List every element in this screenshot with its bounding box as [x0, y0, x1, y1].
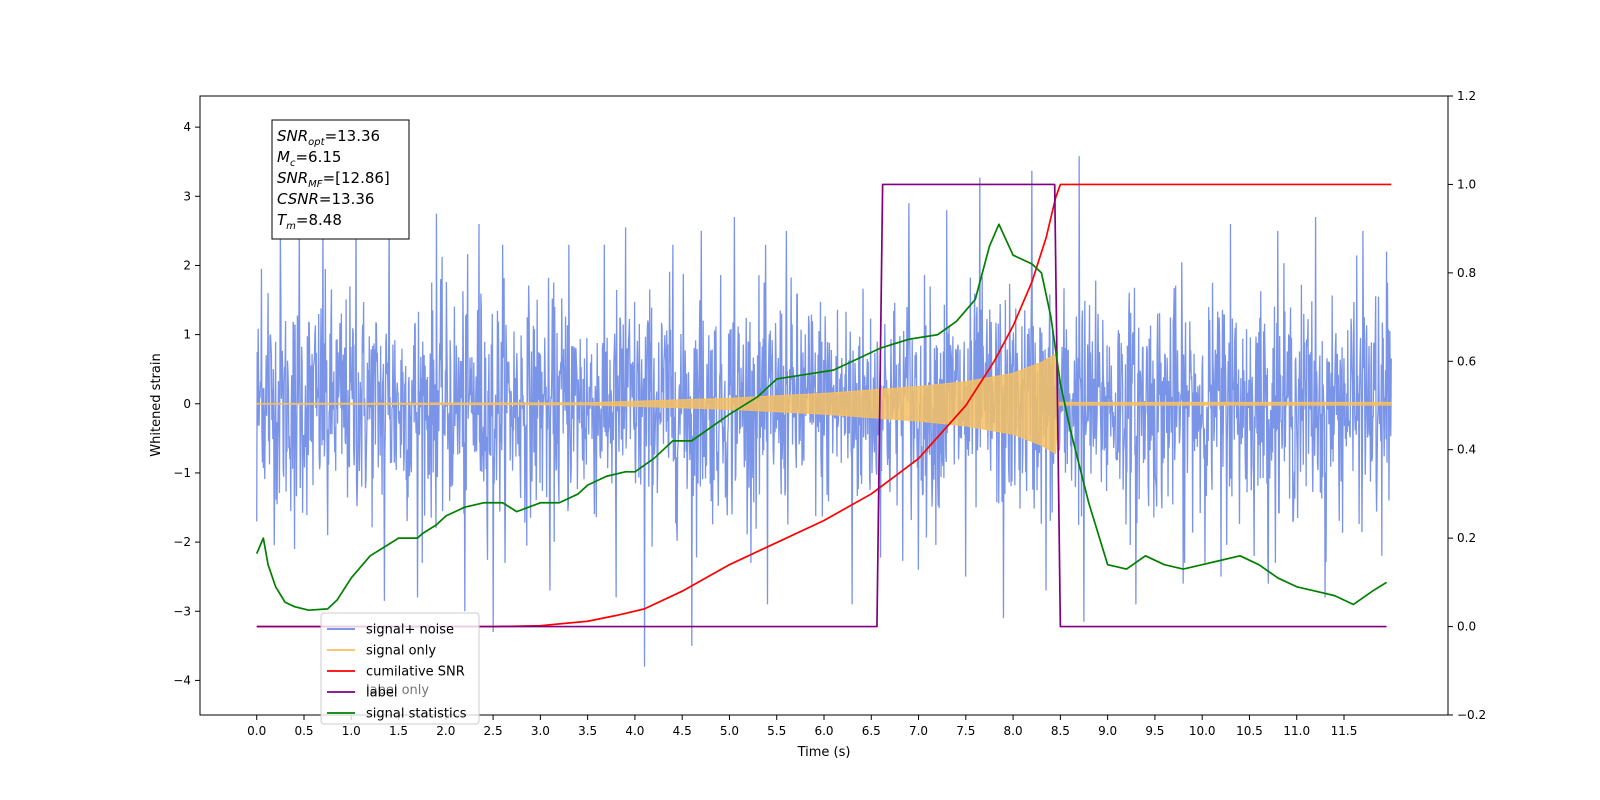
x-tick-label: 6.0	[814, 724, 833, 738]
x-tick-label: 10.5	[1236, 724, 1263, 738]
y2-tick-label: 0.6	[1457, 354, 1476, 368]
x-tick-label: 5.0	[720, 724, 739, 738]
legend-frame	[320, 612, 480, 725]
y-tick-label: −3	[173, 604, 191, 618]
series-signal-only-band	[256, 353, 1392, 455]
x-axis: 0.0 0.5 1.0 1.5 2.0 2.5 3.0 3.5 4.0 4.5 5.0 5.5 6.0 6…	[247, 715, 1357, 738]
series-layer	[255, 156, 1392, 667]
x-tick-label: 11.0	[1283, 724, 1310, 738]
legend-label: signal+ noise	[366, 623, 454, 638]
x-tick-label: 5.5	[767, 724, 786, 738]
x-tick-label: 7.0	[909, 724, 928, 738]
x-tick-label: 10.0	[1189, 724, 1216, 738]
x-tick-label: 6.5	[862, 724, 881, 738]
x-tick-label: 2.0	[436, 724, 455, 738]
x-tick-label: 1.5	[389, 724, 408, 738]
y-tick-label: 3	[183, 189, 191, 203]
info-line: CSNR=13.36	[277, 190, 374, 208]
x-tick-label: 1.0	[342, 724, 361, 738]
y2-tick-label: 0.4	[1457, 443, 1476, 457]
legend-label: signal statistics	[366, 707, 467, 722]
x-tick-label: 3.5	[578, 724, 597, 738]
x-axis-label: Time (s)	[797, 745, 851, 760]
y-tick-label: 0	[183, 397, 191, 411]
x-tick-label: 8.5	[1051, 724, 1070, 738]
x-tick-label: 4.0	[625, 724, 644, 738]
y2-tick-label: 1.0	[1457, 177, 1476, 191]
y-axis-right: −0.2 0.0 0.2 0.4 0.6 0.8 1.0 1.2	[1448, 89, 1486, 722]
y-axis-left: −4 −3 −2 −1 0 1 2 3 4	[173, 120, 200, 687]
y-tick-label: −4	[173, 673, 191, 687]
legend-label: signal only	[366, 644, 436, 659]
legend-label: label	[366, 686, 397, 701]
legend: label only signal+ noise signal only cumila…	[320, 612, 480, 725]
x-tick-label: 9.5	[1145, 724, 1164, 738]
info-line: Tm=8.48	[277, 211, 342, 232]
info-line: SNRMF=[12.86]	[277, 169, 390, 190]
x-tick-label: 11.5	[1331, 724, 1358, 738]
info-line: SNRopt=13.36	[277, 127, 380, 148]
y2-tick-label: 0.8	[1457, 266, 1476, 280]
series-signal-statistics-line	[255, 223, 1387, 612]
x-tick-label: 8.0	[1004, 724, 1023, 738]
x-tick-label: 9.0	[1098, 724, 1117, 738]
y2-tick-label: 0.2	[1457, 531, 1476, 545]
x-tick-label: 0.0	[247, 724, 266, 738]
y-tick-label: 2	[183, 258, 191, 272]
x-tick-label: 0.5	[294, 724, 313, 738]
info-line: Mc=6.15	[277, 148, 341, 169]
y-tick-label: −2	[173, 535, 191, 549]
y2-tick-label: 1.2	[1457, 89, 1476, 103]
y2-tick-label: 0.0	[1457, 620, 1476, 634]
legend-label: cumilative SNR	[366, 665, 465, 680]
series-cumilative-snr-line	[256, 183, 1392, 628]
info-box-frame	[271, 119, 410, 240]
x-tick-label: 4.5	[673, 724, 692, 738]
x-tick-label: 7.5	[956, 724, 975, 738]
x-tick-label: 3.0	[531, 724, 550, 738]
y-tick-label: 1	[183, 328, 191, 342]
x-tick-label: 2.5	[484, 724, 503, 738]
series-label-line	[256, 183, 1387, 628]
y-axis-label: Whitened strain	[149, 353, 164, 456]
y-tick-label: 4	[183, 120, 191, 134]
y-tick-label: −1	[173, 466, 191, 480]
y2-tick-label: −0.2	[1457, 708, 1486, 722]
info-box: SNRopt=13.36Mc=6.15SNRMF=[12.86]CSNR=13.…	[271, 119, 410, 240]
legend-hidden-label: label only	[366, 683, 429, 698]
